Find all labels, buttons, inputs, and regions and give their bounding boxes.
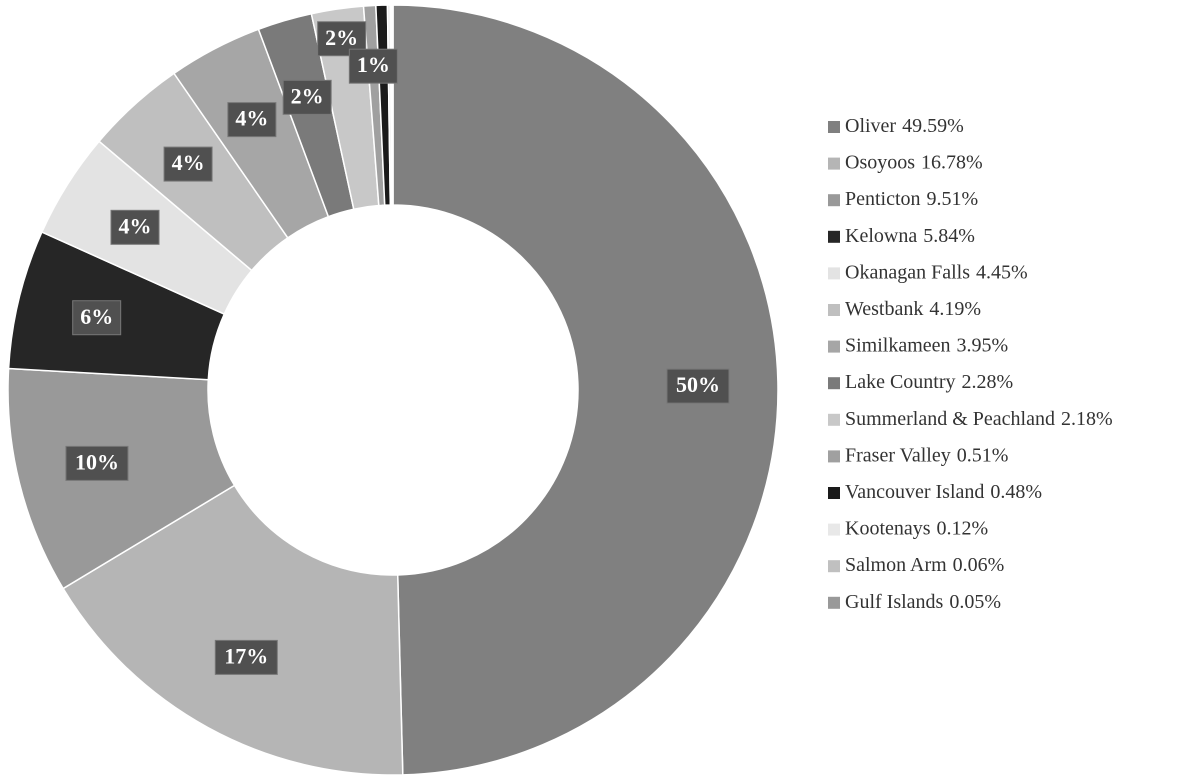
data-label: 10% <box>75 449 119 474</box>
legend-name: Osoyoos <box>845 151 915 173</box>
data-label-box <box>65 445 129 481</box>
data-label: 2% <box>291 83 324 108</box>
legend-swatch <box>828 523 840 536</box>
slice <box>392 4 779 776</box>
legend-name: Similkameen <box>845 334 951 356</box>
legend-value: 2.18% <box>1061 407 1113 429</box>
legend-value: 3.95% <box>957 334 1009 356</box>
legend-swatch <box>828 194 840 207</box>
data-label: 2% <box>325 25 358 50</box>
legend-name: Salmon Arm <box>845 554 947 576</box>
legend-swatch <box>828 560 840 573</box>
legend-entry: Oliver 49.59% <box>845 115 964 137</box>
data-label-box <box>72 300 122 336</box>
legend-swatch <box>828 304 840 316</box>
legend-value: 16.78% <box>921 151 983 173</box>
slice <box>391 4 394 206</box>
legend-entry: Penticton 9.51% <box>845 188 978 210</box>
legend-value: 0.48% <box>990 481 1042 503</box>
legend-value: 2.28% <box>962 371 1014 393</box>
legend-name: Oliver <box>845 115 896 137</box>
data-label-box <box>163 146 213 182</box>
legend-entry: Summerland & Peachland 2.18% <box>845 407 1113 429</box>
legend-entry: Gulf Islands 0.05% <box>845 590 1001 612</box>
data-label-box <box>282 79 332 115</box>
legend-name: Summerland & Peachland <box>845 407 1055 429</box>
legend-value: 0.12% <box>937 517 989 539</box>
legend-swatch <box>828 340 840 353</box>
legend-name: Kootenays <box>845 517 931 539</box>
legend-value: 0.06% <box>953 554 1005 576</box>
legend-swatch <box>828 596 840 609</box>
legend-entry: Similkameen 3.95% <box>845 334 1008 356</box>
legend-name: Fraser Valley <box>845 444 951 466</box>
legend-value: 5.84% <box>923 224 975 246</box>
data-label: 4% <box>172 150 205 175</box>
legend-name: Vancouver Island <box>845 481 984 503</box>
data-label: 17% <box>224 643 268 668</box>
data-label-box <box>348 48 398 84</box>
legend-entry: Westbank 4.19% <box>845 298 981 320</box>
legend-entry: Fraser Valley 0.51% <box>845 444 1008 466</box>
legend-value: 0.05% <box>949 590 1001 612</box>
data-label: 4% <box>235 106 268 131</box>
legend-name: Okanagan Falls <box>845 261 970 283</box>
legend-name: Penticton <box>845 188 921 210</box>
data-label: 6% <box>80 304 113 329</box>
legend-swatch <box>828 377 840 390</box>
legend-name: Kelowna <box>845 224 917 246</box>
legend-value: 0.51% <box>957 444 1009 466</box>
legend-swatch <box>828 121 840 133</box>
data-label: 50% <box>676 372 720 397</box>
legend-swatch <box>828 413 840 426</box>
data-label-box <box>666 368 730 404</box>
legend-swatch <box>828 487 840 499</box>
data-label: 4% <box>119 213 152 238</box>
data-label-box <box>227 102 277 138</box>
legend-name: Westbank <box>845 298 923 320</box>
legend-entry: Salmon Arm 0.06% <box>845 554 1004 576</box>
legend-swatch <box>828 267 840 280</box>
legend-entry: Vancouver Island 0.48% <box>845 481 1042 503</box>
legend-entry: Lake Country 2.28% <box>845 371 1013 393</box>
legend-name: Gulf Islands <box>845 590 944 612</box>
legend-value: 49.59% <box>902 115 964 137</box>
legend-value: 9.51% <box>927 188 979 210</box>
slice <box>62 484 404 776</box>
legend-entry: Osoyoos 16.78% <box>845 151 983 173</box>
data-label: 1% <box>357 52 390 77</box>
legend-swatch <box>828 230 840 243</box>
legend-entry: Okanagan Falls 4.45% <box>845 261 1028 283</box>
data-label-box <box>110 209 160 245</box>
legend-value: 4.45% <box>976 261 1028 283</box>
legend-name: Lake Country <box>845 371 956 393</box>
legend-swatch <box>828 157 840 170</box>
legend-entry: Kootenays 0.12% <box>845 517 988 539</box>
legend-value: 4.19% <box>929 298 981 320</box>
legend-entry: Kelowna 5.84% <box>845 224 975 246</box>
legend-swatch <box>828 450 840 463</box>
data-label-box <box>214 639 278 675</box>
